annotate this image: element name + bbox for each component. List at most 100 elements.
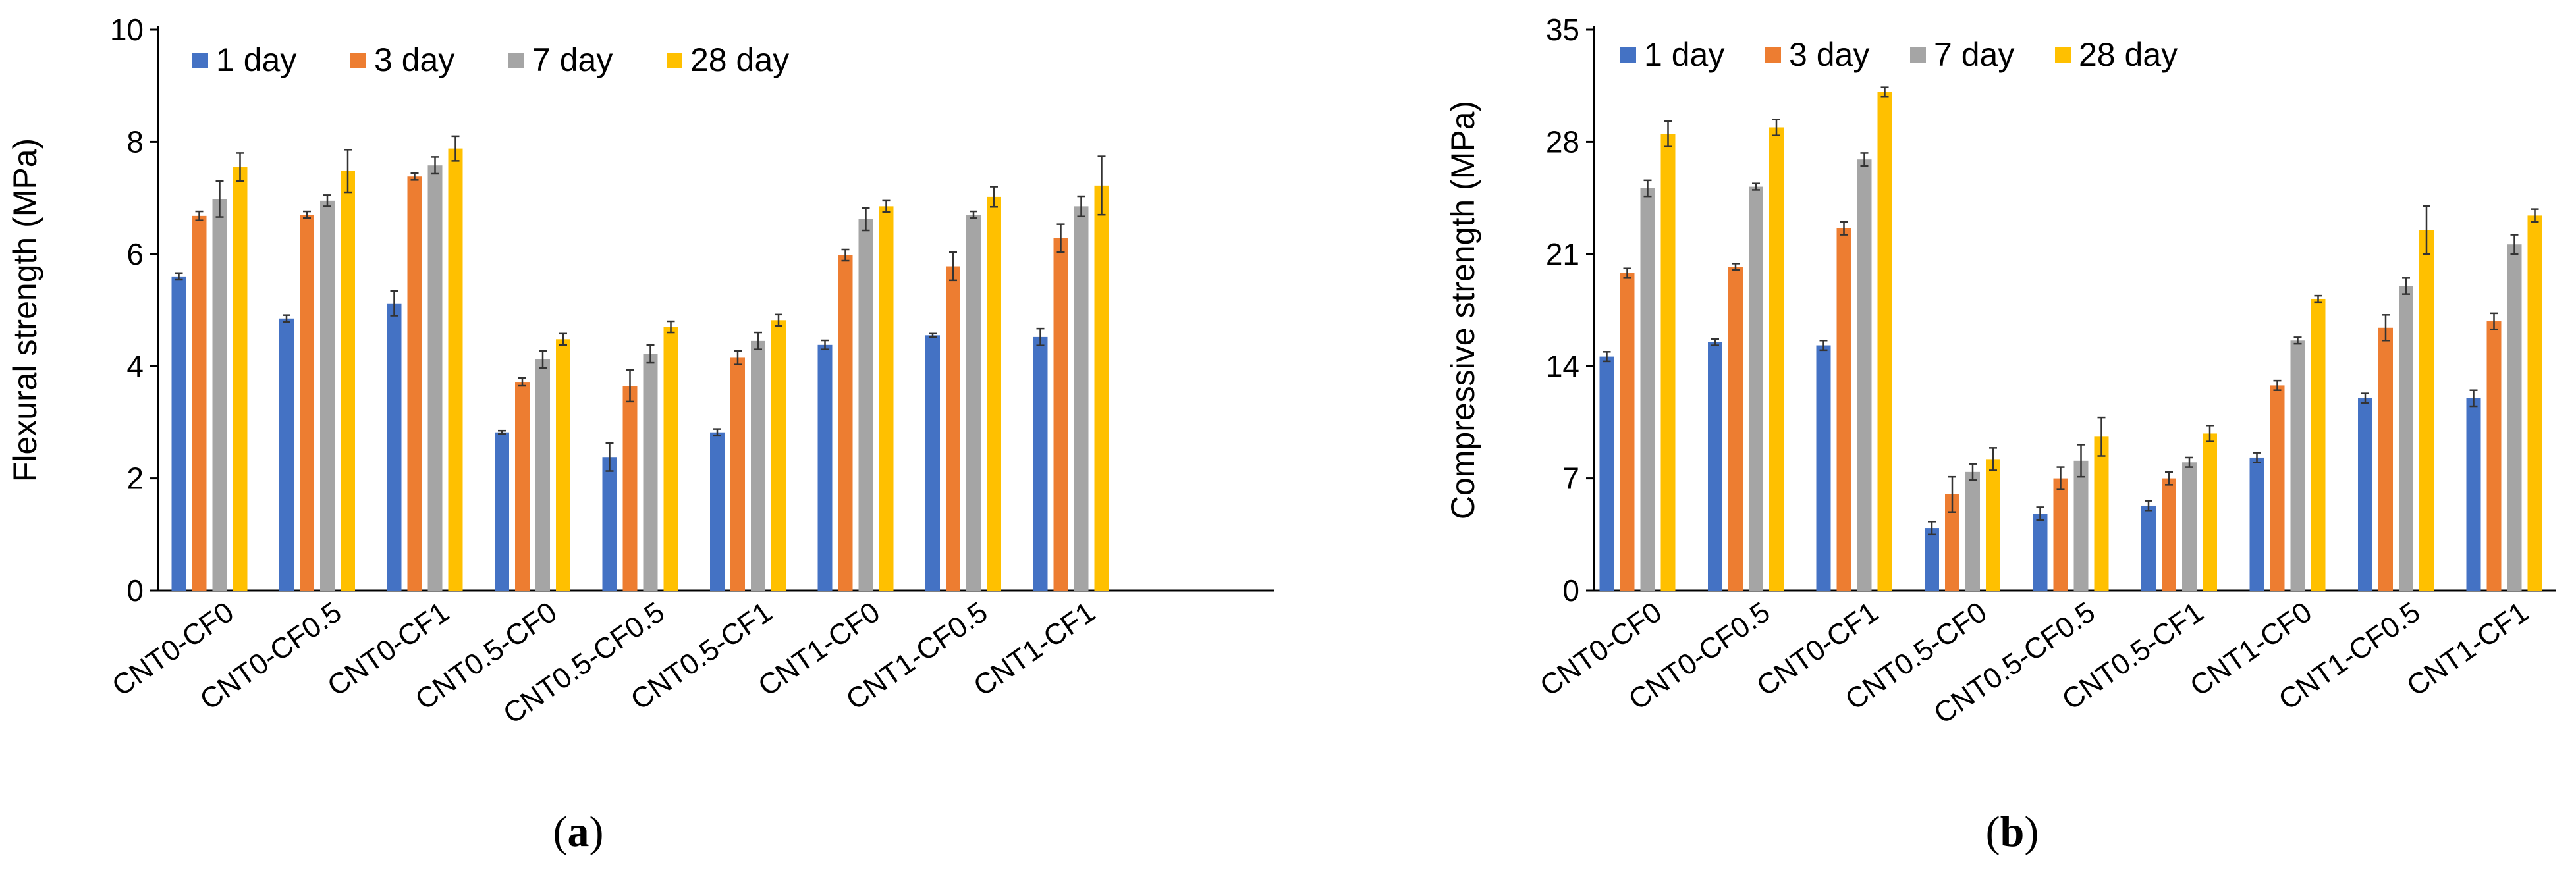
y-axis-title: Compressive strength (MPa) <box>1444 101 1481 519</box>
bar <box>212 199 227 591</box>
legend-swatch <box>1765 47 1781 63</box>
bar <box>2311 298 2326 591</box>
bar <box>622 386 638 591</box>
bar <box>2399 286 2413 591</box>
y-tick-label: 35 <box>1546 13 1579 47</box>
bar <box>987 196 1001 591</box>
bar <box>2162 478 2176 591</box>
bar <box>1053 238 1068 591</box>
bar <box>710 432 725 591</box>
bar <box>1749 186 1763 591</box>
bar <box>771 320 786 591</box>
bar <box>1094 185 1109 591</box>
legend-swatch <box>2055 47 2071 63</box>
bar <box>1816 345 1831 591</box>
bar <box>1599 356 1614 591</box>
bar <box>448 148 463 591</box>
bar <box>2466 398 2481 591</box>
bar <box>2249 457 2264 591</box>
bar <box>320 200 335 591</box>
bar <box>1877 92 1892 591</box>
bar <box>2378 327 2393 591</box>
bar <box>192 215 207 591</box>
bar <box>2507 244 2522 591</box>
bar <box>407 176 422 591</box>
y-tick-label: 7 <box>1562 462 1579 496</box>
bar <box>751 340 765 591</box>
bar <box>2527 215 2542 591</box>
bar <box>1945 494 1959 591</box>
bar <box>427 165 443 591</box>
legend: 1 day 3 day 7 day 28 day <box>1620 36 2178 73</box>
bar <box>495 432 509 591</box>
y-tick-label: 8 <box>126 124 144 159</box>
bar <box>2419 230 2434 591</box>
bar <box>1857 159 1872 591</box>
legend-label: 7 day <box>1934 36 2014 73</box>
bar <box>1925 528 1939 591</box>
bar <box>1769 127 1784 591</box>
bar <box>1708 342 1722 591</box>
bar <box>817 344 833 591</box>
bar <box>2094 436 2109 591</box>
legend-label: 1 day <box>216 41 296 78</box>
legend-swatch <box>508 53 524 68</box>
bar <box>858 219 873 591</box>
bar <box>925 335 940 591</box>
bar <box>515 382 530 591</box>
bar <box>1965 471 1980 591</box>
y-tick-label: 4 <box>126 349 144 383</box>
bar <box>663 327 678 591</box>
legend-swatch <box>1910 47 1926 63</box>
bar <box>556 339 570 591</box>
bar <box>1728 267 1743 591</box>
y-tick-label: 6 <box>126 237 144 271</box>
bar <box>1640 188 1655 591</box>
y-tick-label: 0 <box>126 573 144 608</box>
bar <box>946 266 960 591</box>
panel-label: (b) <box>1986 808 2039 856</box>
legend-swatch <box>192 53 208 68</box>
legend-label: 3 day <box>1789 36 1869 73</box>
bar <box>1986 459 2000 591</box>
legend: 1 day 3 day 7 day 28 day <box>192 41 789 78</box>
bar <box>2203 433 2217 591</box>
legend-label: 28 day <box>2079 36 2178 73</box>
bar <box>171 276 186 591</box>
bar <box>966 215 981 591</box>
y-tick-label: 0 <box>1562 573 1579 608</box>
x-category-label: CNT1-CF1 <box>2401 596 2534 702</box>
bar <box>387 303 402 591</box>
legend-label: 28 day <box>690 41 789 78</box>
bar <box>1660 134 1676 591</box>
legend-label: 7 day <box>532 41 613 78</box>
bar <box>1620 273 1635 591</box>
y-tick-label: 21 <box>1546 237 1579 271</box>
bar <box>879 206 894 591</box>
bar <box>1836 228 1851 591</box>
legend-label: 3 day <box>374 41 454 78</box>
bar <box>2141 505 2156 591</box>
bar <box>300 215 314 591</box>
legend-swatch <box>1620 47 1636 63</box>
bar <box>2270 385 2285 591</box>
bar <box>2053 478 2068 591</box>
bar <box>279 318 294 591</box>
bar <box>2290 340 2305 591</box>
bar <box>2358 398 2372 591</box>
y-tick-label: 28 <box>1546 124 1579 159</box>
bar <box>233 167 248 591</box>
y-tick-label: 10 <box>110 13 144 47</box>
bar <box>730 357 745 591</box>
bar <box>643 354 658 591</box>
y-tick-label: 14 <box>1546 349 1579 383</box>
bar <box>602 457 617 591</box>
bar <box>2182 462 2197 591</box>
legend-label: 1 day <box>1644 36 1724 73</box>
bar <box>341 171 355 591</box>
x-category-label: CNT1-CF1 <box>968 596 1101 702</box>
bar <box>2033 514 2048 591</box>
